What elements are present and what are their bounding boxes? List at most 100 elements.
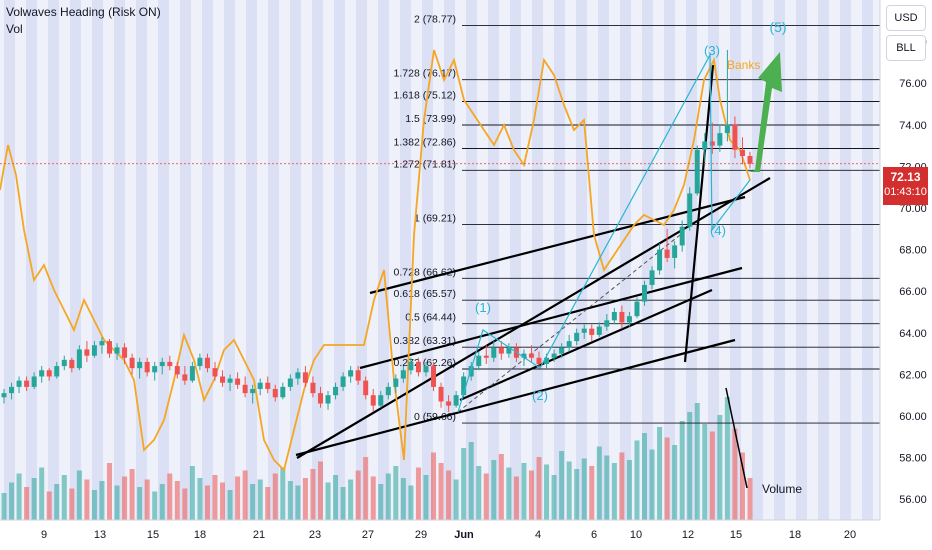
currency-button[interactable]: USD [886,5,926,31]
volume-bar [174,481,180,520]
volume-bar [491,460,497,520]
volume-bar [363,457,369,520]
current-price-tag: 72.13 01:43:10 [883,167,928,205]
volume-bar [672,445,678,520]
vertical-band [708,0,719,520]
wave-4-label: (4) [710,223,726,238]
vertical-band [246,0,257,520]
vertical-band [268,0,279,520]
volume-bar [574,469,580,520]
candle-body [106,341,112,354]
volume-bar [664,437,670,520]
fib-level-label: 1 (69.21) [414,212,456,224]
vertical-band [400,0,411,520]
candle-body [152,366,158,373]
candle-body [302,372,308,383]
candle-body [182,374,188,381]
candle-body [491,347,497,358]
candle-body [265,382,271,389]
vertical-band [818,0,829,520]
volume-bar [400,478,406,520]
volume-bar [724,397,730,520]
candle-body [506,347,512,354]
vertical-band [774,0,785,520]
x-tick-label: 27 [362,529,374,541]
candle-body [54,366,60,377]
x-tick-label: 9 [41,529,47,541]
candle-body [31,376,37,387]
volume-bar [167,473,173,520]
candle-body [340,376,346,387]
y-tick-label: 58.00 [899,453,927,465]
vertical-band [70,0,81,520]
vertical-band [554,0,565,520]
candle-body [295,372,301,379]
vertical-band [444,0,455,520]
candle-body [91,345,97,356]
candle-body [310,382,316,394]
x-tick-label: 20 [844,529,856,541]
candle-body [498,347,504,354]
fib-level-label: 1.272 (71.81) [394,158,456,170]
wave-path [457,52,751,413]
vertical-band [422,0,433,520]
volume-bar [566,461,572,520]
banks-line [0,49,751,472]
candle-body [16,380,22,387]
vertical-band [466,0,477,520]
vertical-band [620,0,631,520]
volume-bar [415,467,421,520]
symbol-button[interactable]: BLL [886,35,926,61]
current-price: 72.13 [890,170,921,184]
volume-bar [257,479,263,520]
candle-body [664,249,670,258]
candle-body [521,353,527,358]
candle-body [679,226,685,246]
candle-body [167,361,173,367]
x-tick-label: 29 [415,529,427,541]
y-tick-label: 62.00 [899,369,927,381]
volume-bar [250,484,256,520]
candle-body [84,349,90,356]
volume-bar [513,476,519,520]
candle-body [76,349,82,369]
candle-body [732,124,738,150]
candle-body [61,359,67,367]
fib-level-label: 2 (78.77) [414,14,456,26]
volume-bar [370,476,376,520]
channel-line [459,288,713,402]
candle-body [129,357,135,369]
candle-body [551,353,557,358]
volume-bar [378,484,384,520]
volume-bar [129,469,135,520]
candle-body [355,370,361,381]
bar-countdown: 01:43:10 [884,186,927,198]
candle-body [536,357,542,364]
vertical-band [796,0,807,520]
candle-body [385,386,391,396]
volume-bar [99,481,105,520]
volume-bar [687,412,693,520]
volume-annotation: Volume [762,482,802,496]
candle-body [461,376,467,396]
volume-bar [189,466,195,520]
candle-body [702,141,708,150]
volume-bar [544,464,550,520]
time-axis-background [0,520,932,550]
candle-body [280,386,286,398]
candle-body [687,193,693,227]
candle-body [694,149,700,194]
volume-bar [31,478,37,520]
candle-body [611,312,617,321]
candle-body [483,355,489,358]
volume-bar [626,460,632,520]
x-tick-label: 18 [194,529,206,541]
volume-bar [76,470,82,520]
candle-body [574,332,580,342]
candle-body [333,386,339,396]
volume-bar [709,431,715,520]
candle-body [144,361,150,373]
volume-bar [559,451,565,520]
vertical-band [136,0,147,520]
